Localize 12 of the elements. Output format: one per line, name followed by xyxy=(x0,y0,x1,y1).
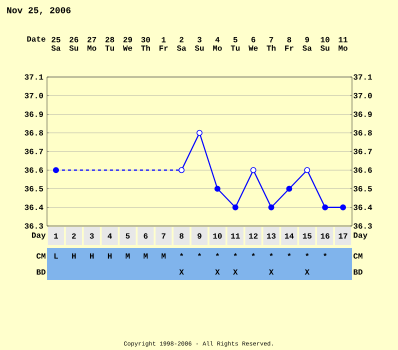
point xyxy=(322,204,328,210)
point xyxy=(178,167,185,174)
point xyxy=(268,204,274,210)
point xyxy=(232,204,238,210)
point xyxy=(286,186,292,192)
point xyxy=(340,204,346,210)
chart-title: Nov 25, 2006 xyxy=(7,7,71,15)
point xyxy=(250,167,256,174)
point xyxy=(304,167,310,174)
point xyxy=(196,130,202,136)
point xyxy=(52,167,59,174)
point xyxy=(214,186,220,192)
